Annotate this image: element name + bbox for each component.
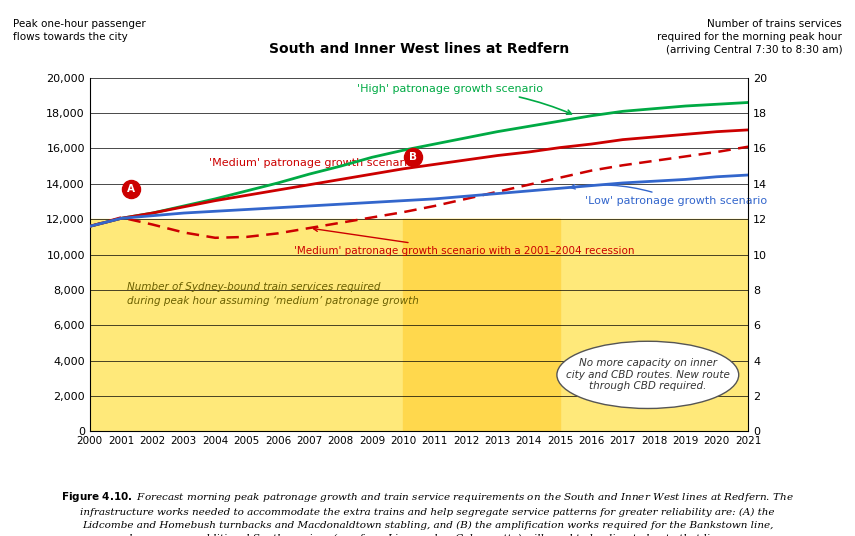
- Text: Figure 4.10.: Figure 4.10.: [0, 535, 1, 536]
- Text: 'Medium' patronage growth scenario with a 2001–2004 recession: 'Medium' patronage growth scenario with …: [293, 227, 634, 256]
- Text: Forecast morning peak patronage growth and train service requirements on the Sou: Forecast morning peak patronage growth a…: [0, 535, 1, 536]
- Ellipse shape: [557, 341, 739, 408]
- Text: $\bf{Figure\ 4.10.}$ Forecast morning peak patronage growth and train service re: $\bf{Figure\ 4.10.}$ Forecast morning pe…: [61, 490, 794, 536]
- Text: No more capacity on inner
city and CBD routes. New route
through CBD required.: No more capacity on inner city and CBD r…: [566, 358, 730, 391]
- Text: 'Medium' patronage growth scenario: 'Medium' patronage growth scenario: [209, 158, 414, 168]
- Text: South and Inner West lines at Redfern: South and Inner West lines at Redfern: [268, 42, 569, 56]
- Text: 'High' patronage growth scenario: 'High' patronage growth scenario: [357, 84, 571, 114]
- Text: Number of trains services
required for the morning peak hour
(arriving Central 7: Number of trains services required for t…: [657, 19, 842, 55]
- Text: B: B: [409, 152, 416, 162]
- Text: A: A: [127, 184, 134, 194]
- Text: Peak one-hour passenger
flows towards the city: Peak one-hour passenger flows towards th…: [13, 19, 145, 42]
- Text: Number of Sydney-bound train services required
during peak hour assuming ‘medium: Number of Sydney-bound train services re…: [127, 281, 419, 306]
- Text: 'Low' patronage growth scenario: 'Low' patronage growth scenario: [570, 184, 767, 206]
